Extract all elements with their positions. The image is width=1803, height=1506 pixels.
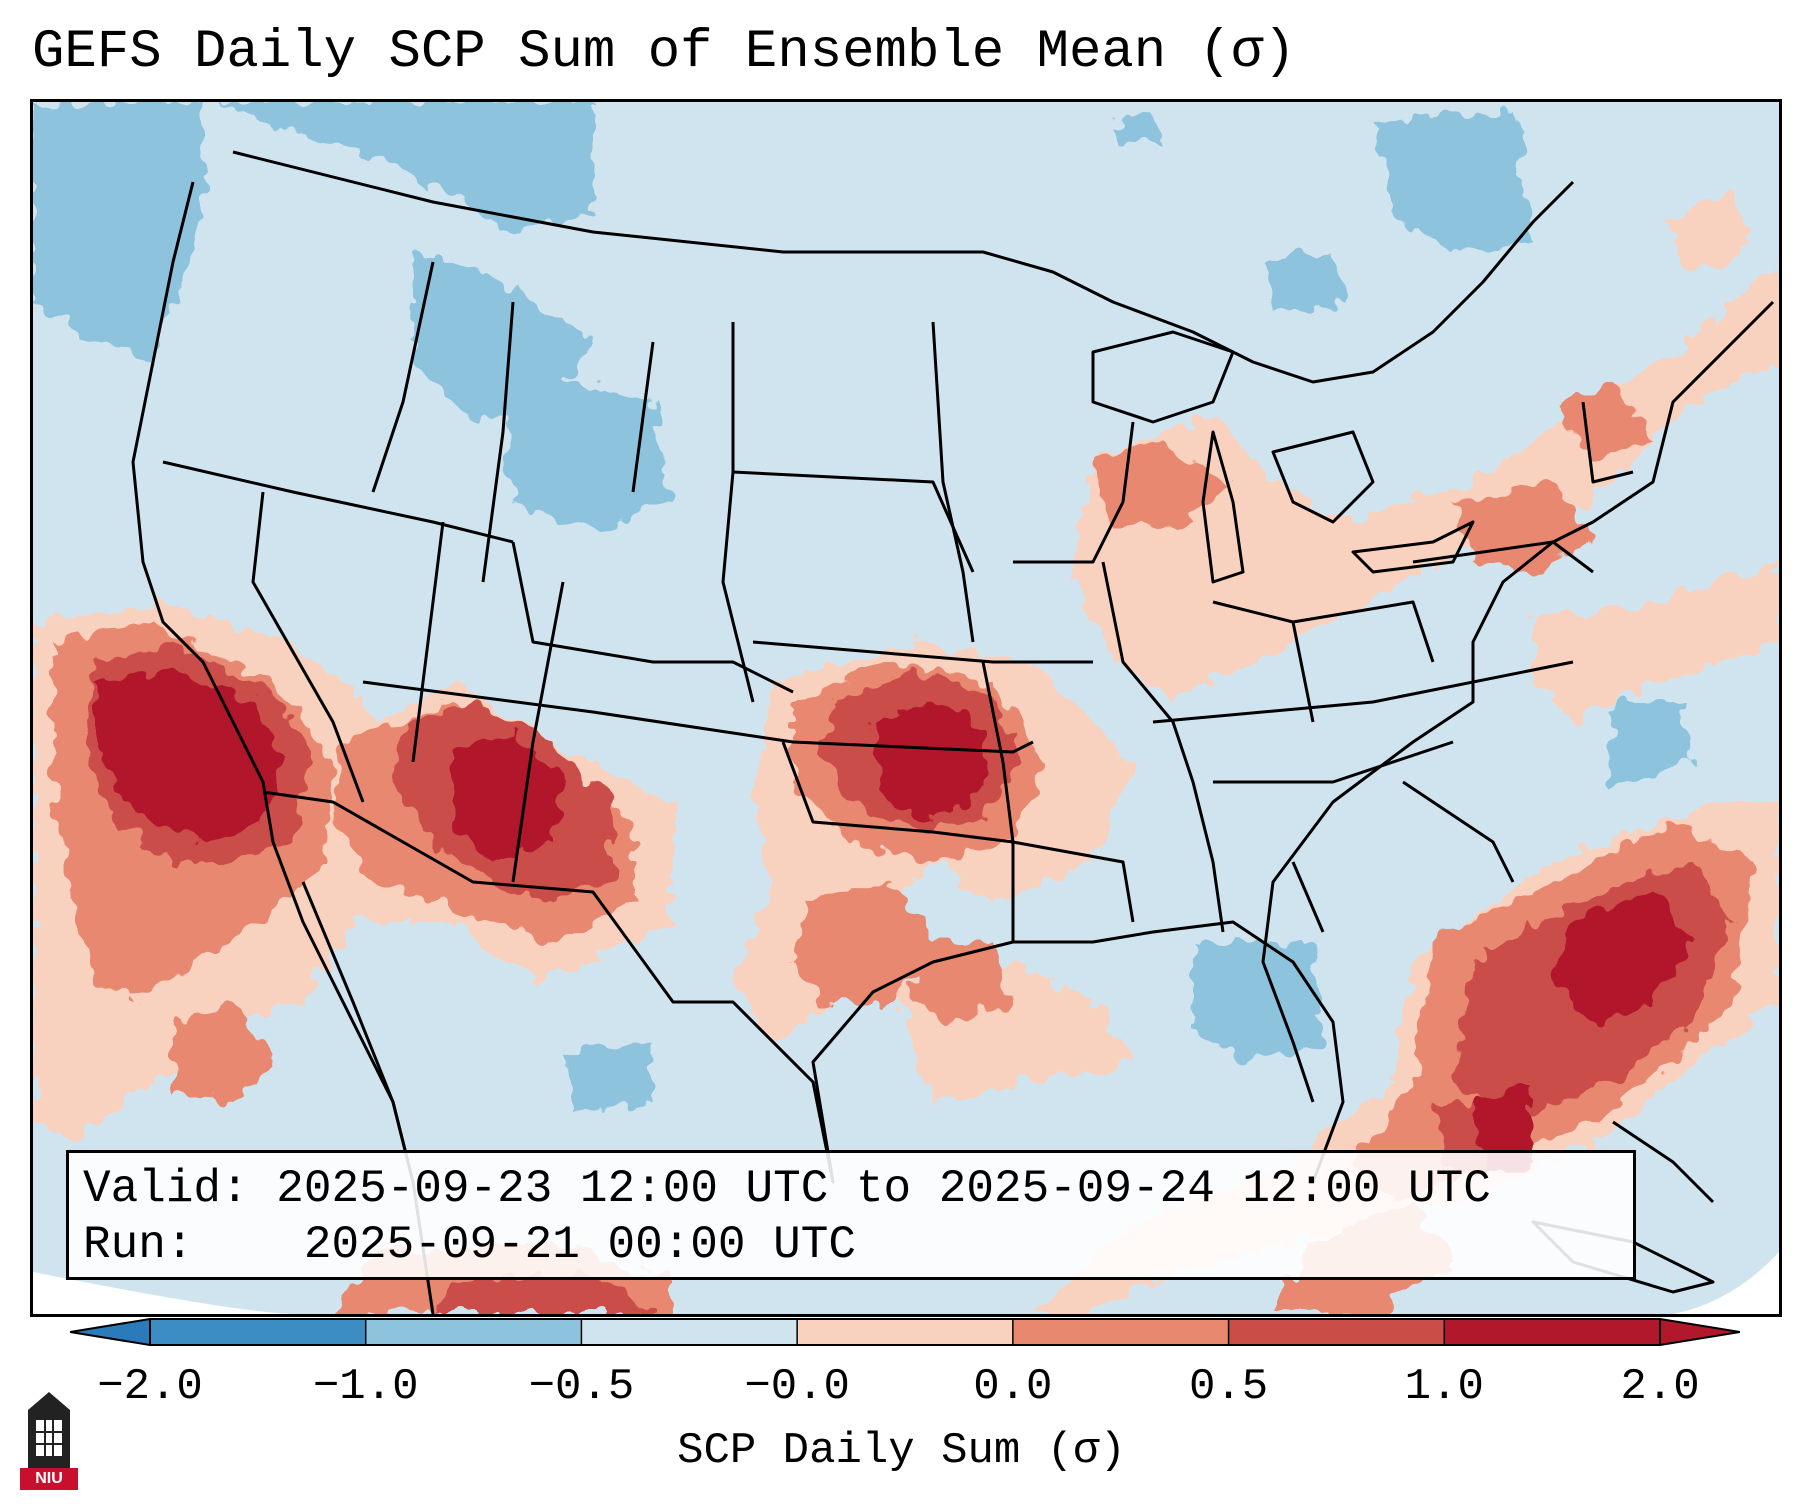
west-coast [131,181,415,1183]
state-line [752,640,1093,664]
colorbar-tick-label: 0.5 [1188,1362,1269,1412]
state-line [1581,401,1634,484]
state-line [511,541,794,694]
colorbar-bin [797,1319,1013,1345]
state-line [411,521,445,763]
colorbar-label: SCP Daily Sum (σ) [677,1426,1126,1476]
state-line [1013,421,1135,564]
lake-erie [1351,520,1475,574]
state-line [371,261,435,493]
lake-michigan [1201,430,1245,584]
colorbar-extend-max [1659,1318,1740,1346]
negative-anomaly-areas [33,102,1693,1112]
state-line [1012,840,1135,923]
colorbar-bin [365,1319,582,1345]
colorbar-tick-label: 0.0 [973,1362,1053,1412]
valid-value: 2025-09-23 12:00 UTC to 2025-09-24 12:00… [276,1163,1491,1215]
state-line [1412,540,1594,574]
state-line [1402,780,1515,883]
state-line [362,680,1034,754]
michigan-lower [1271,430,1375,524]
state-line [162,460,514,544]
east-coast [1261,300,1775,1103]
chart-title: GEFS Daily SCP Sum of Ensemble Mean (σ) [32,22,1296,83]
colorbar-tick-label: −0.5 [528,1362,635,1412]
colorbar-bin [581,1319,798,1345]
very-strong-positive-areas [93,672,1693,1172]
lake-superior [1091,330,1235,424]
projection-edge-right [1673,1252,1779,1314]
state-line [981,661,1015,942]
colorbar-bin [150,1319,366,1345]
state-line [1213,740,1454,784]
state-line [1152,660,1574,724]
state-line [1101,561,1225,933]
colorbar-tick-label: −2.0 [97,1362,203,1412]
scp-map [33,102,1779,1314]
colorbar-tick-label: −0.0 [744,1362,850,1412]
state-line [1292,600,1435,663]
colorbar-frame [149,1318,1661,1346]
state-line [721,322,755,703]
colorbar-bin [1444,1319,1660,1345]
run-value: 2025-09-21 00:00 UTC [303,1219,856,1271]
colorbar-tick-label: −1.0 [312,1362,419,1412]
colorbar-extend-min [70,1318,151,1346]
run-label: Run: [83,1219,194,1271]
niu-logo: NIU [20,1390,78,1490]
canada-border [232,150,1575,384]
projection-edge-left [33,1272,293,1314]
colorbar [70,1318,1740,1346]
state-line [732,470,975,573]
state-line [251,491,365,803]
state-line [511,581,565,883]
state-line [631,341,655,493]
validity-info-box: Valid: 2025-09-23 12:00 UTC to 2025-09-2… [66,1150,1636,1280]
valid-label: Valid: [83,1163,249,1215]
state-line [781,741,1014,844]
colorbar-bin [1228,1319,1445,1345]
bahamas-outline [1612,1120,1715,1204]
map-panel [30,99,1782,1317]
castle-icon [28,1392,70,1468]
state-line [481,301,515,583]
state-line [1291,861,1325,933]
colorbar-bin [1012,1319,1229,1345]
gulf-coast [262,790,1345,1184]
state-line [931,321,975,643]
colorbar-tick-label: 2.0 [1620,1362,1700,1412]
colorbar-tick-label: 1.0 [1404,1362,1484,1412]
logo-text: NIU [20,1468,78,1490]
